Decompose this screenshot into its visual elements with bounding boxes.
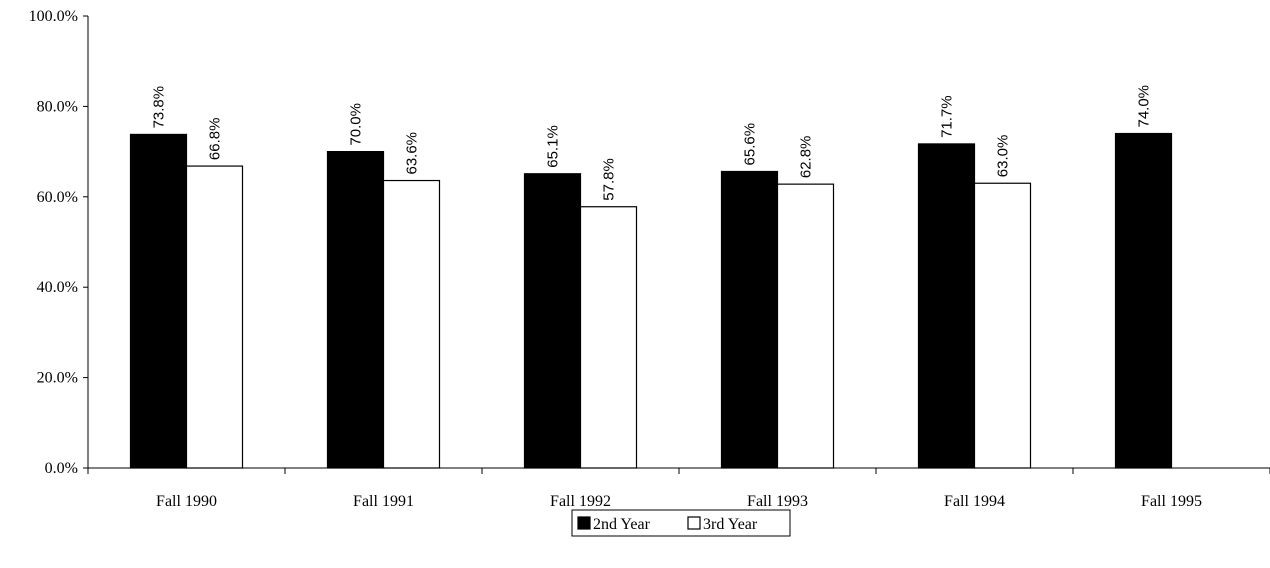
y-tick-label: 60.0% [37,189,78,206]
data-label: 57.8% [601,158,618,201]
bars: 73.8% 70.0% 65.1% 65.6% 71.7% 74.0% 66.8% 63.6%… [129,85,1173,469]
legend-box [571,509,791,537]
legend-swatch-3rd-year [687,516,701,530]
data-label: 73.8% [151,86,168,129]
bar-3rd-year [382,179,441,469]
x-category-label: Fall 1990 [156,493,217,510]
bar-3rd-year [185,165,244,469]
data-label: 65.1% [545,125,562,168]
data-label: 62.8% [798,136,815,179]
bar-3rd-year [776,183,835,469]
data-label: 66.8% [207,118,224,161]
bar-2nd-year [129,133,188,469]
x-category-label: Fall 1992 [550,493,611,510]
data-label: 74.0% [1136,85,1153,128]
legend-swatch-2nd-year [577,516,591,530]
bar-2nd-year [917,143,976,469]
legend: 2nd Year 3rd Year [571,509,791,537]
legend-label-3rd-year: 3rd Year [703,516,758,533]
y-tick-label: 40.0% [37,279,78,296]
bar-2nd-year [1114,132,1173,469]
x-category-label: Fall 1995 [1141,493,1202,510]
y-tick-label: 0.0% [45,460,78,477]
bar-2nd-year [326,151,385,469]
data-label: 65.6% [742,123,759,166]
x-axis: Fall 1990 Fall 1991 Fall 1992 Fall 1993 Fall… [87,467,1270,510]
y-tick-label: 20.0% [37,370,78,387]
legend-label-2nd-year: 2nd Year [593,516,651,533]
y-tick-label: 100.0% [29,8,78,25]
y-tick-label: 80.0% [37,98,78,115]
x-category-label: Fall 1993 [747,493,808,510]
data-label: 63.0% [995,135,1012,178]
data-label: 71.7% [939,95,956,138]
x-category-label: Fall 1991 [353,493,414,510]
data-label: 70.0% [348,103,365,146]
x-category-label: Fall 1994 [944,493,1005,510]
data-label: 63.6% [404,132,421,175]
bar-2nd-year [523,173,582,469]
bar-3rd-year [579,206,638,469]
bar-3rd-year [973,182,1032,469]
y-axis: 0.0% 20.0% 40.0% 60.0% 80.0% 100.0% [29,8,89,477]
bar-2nd-year [720,170,779,469]
